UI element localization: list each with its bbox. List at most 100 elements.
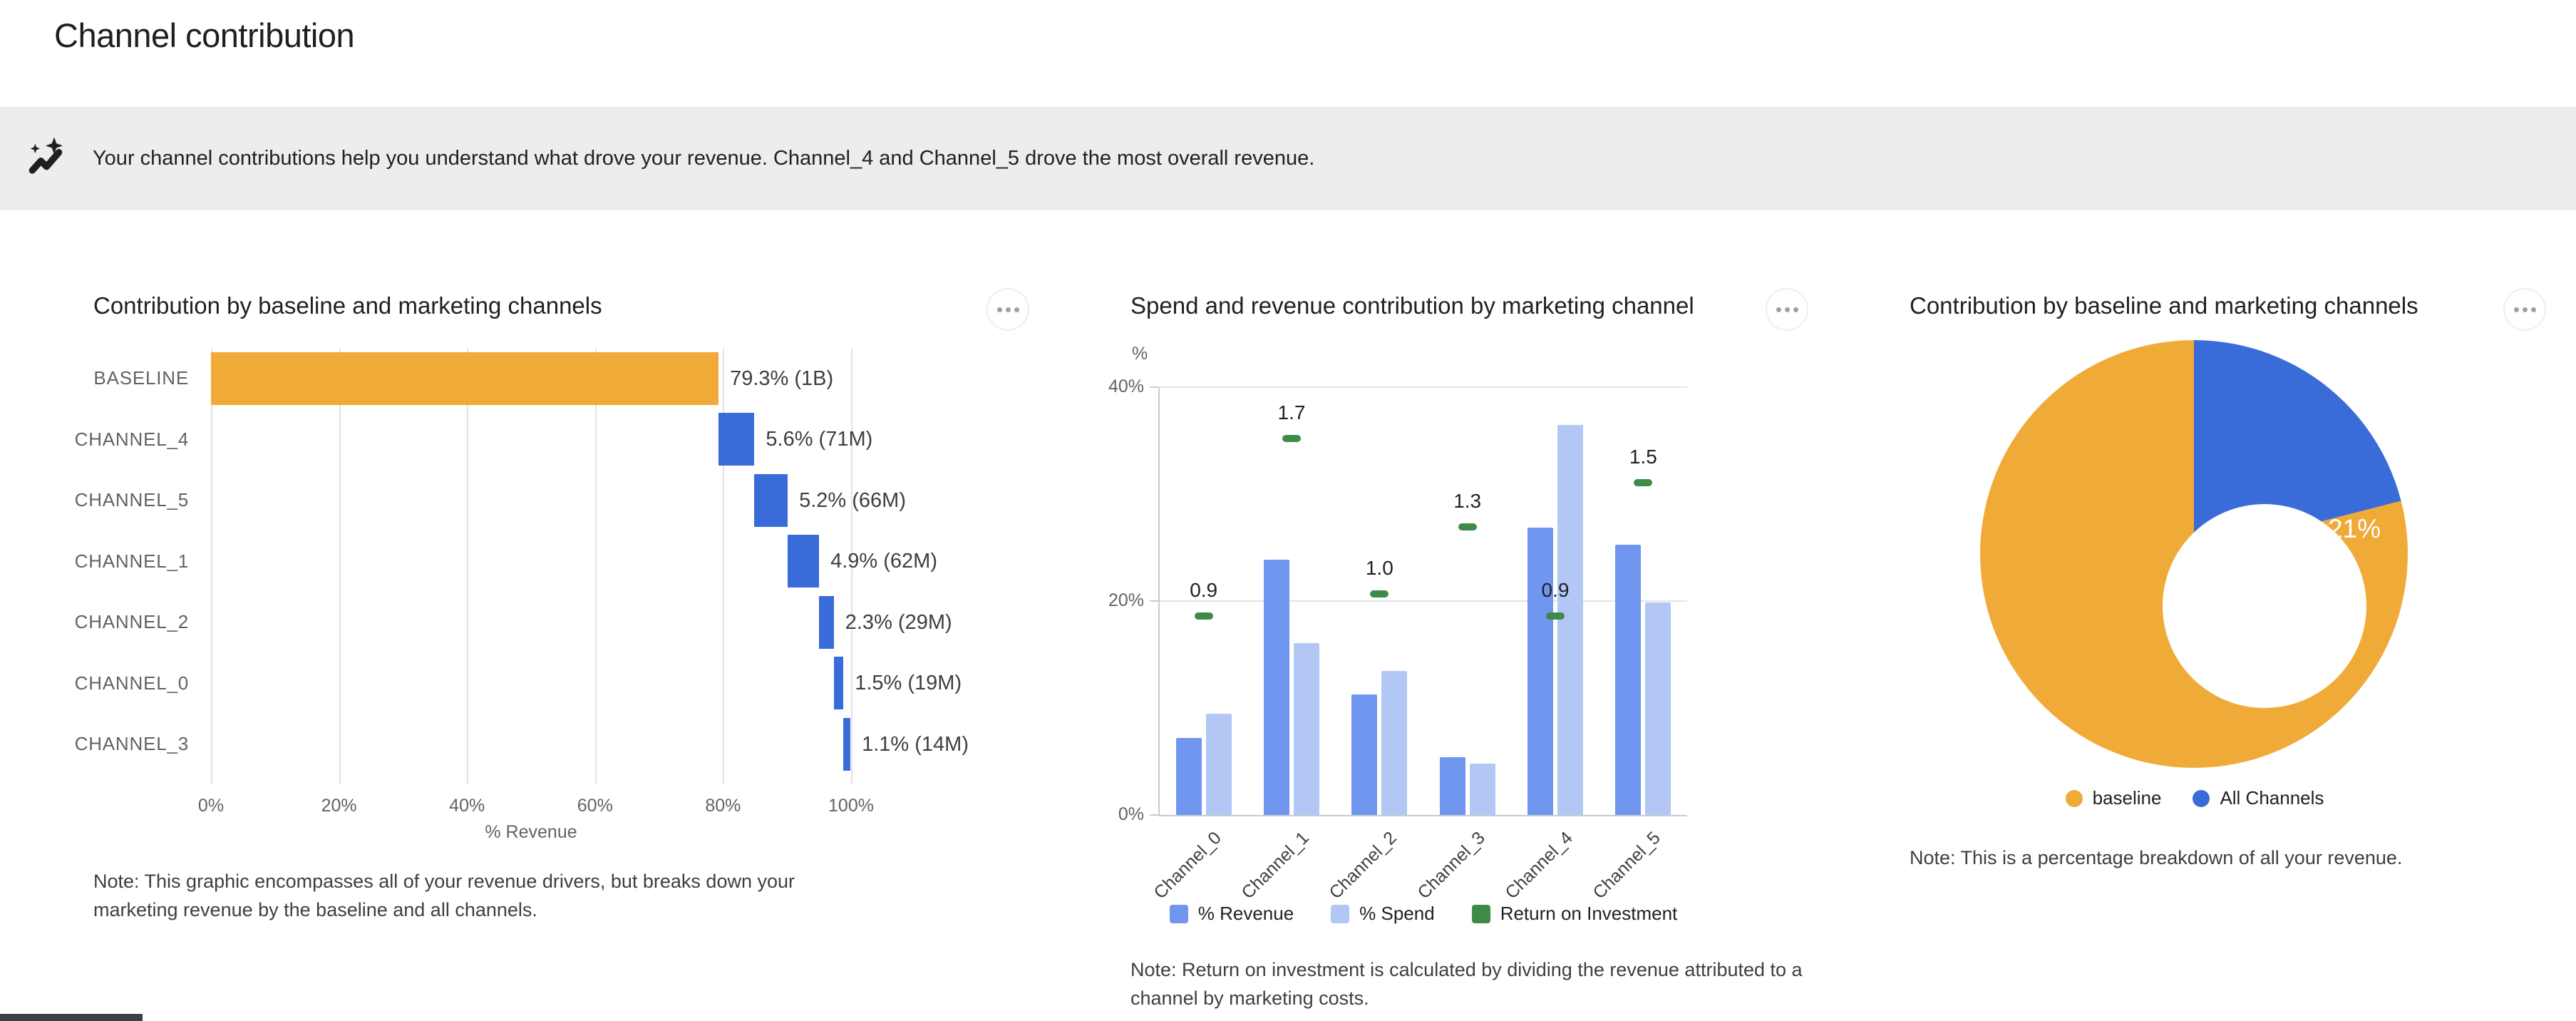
- roi-marker: [1282, 435, 1301, 443]
- waterfall-plot-area: 0% 20% 40% 60% 80% 100% 79.3% (1B) 5.6% (71M) 5.…: [198, 348, 969, 816]
- legend-swatch: [2065, 789, 2083, 807]
- gridline: [467, 348, 469, 784]
- x-axis-tick-label: 40%: [449, 796, 485, 816]
- insight-banner: Your channel contributions help you unde…: [0, 107, 2576, 210]
- y-axis-tick: [1150, 814, 1158, 816]
- y-axis-tick-label: 40%: [1108, 376, 1144, 396]
- roi-marker: [1634, 479, 1653, 487]
- waterfall-bar: [718, 413, 755, 466]
- y-axis-tick-label: 20%: [1108, 590, 1144, 610]
- waterfall-bar: [788, 535, 820, 588]
- y-axis-tick: [1150, 600, 1158, 602]
- waterfall-bar-value: 4.9% (62M): [830, 550, 937, 573]
- waterfall-x-axis-title: % Revenue: [485, 822, 577, 842]
- legend-swatch: [2193, 789, 2210, 807]
- gridline: [211, 348, 212, 784]
- waterfall-bar-value: 1.1% (14M): [862, 732, 969, 756]
- roi-value-label: 0.9: [1190, 578, 1218, 601]
- legend-item: All Channels: [2193, 787, 2324, 809]
- gridline: [594, 348, 597, 784]
- waterfall-bar: [754, 473, 788, 527]
- x-axis-tick-label: 100%: [828, 796, 874, 816]
- spend-bar: [1381, 670, 1408, 815]
- y-axis-tick: [1150, 386, 1158, 388]
- revenue-bar: [1351, 694, 1378, 815]
- waterfall-bar-value: 1.5% (19M): [855, 672, 962, 695]
- waterfall-chart-title: Contribution by baseline and marketing c…: [93, 292, 602, 319]
- legend-label: All Channels: [2220, 787, 2324, 809]
- waterfall-bar-value: 5.6% (71M): [766, 428, 873, 451]
- legend-label: % Revenue: [1197, 903, 1294, 924]
- revenue-bar: [1439, 757, 1465, 815]
- revenue-bar: [1527, 527, 1553, 815]
- insights-icon: [29, 136, 63, 174]
- waterfall-category-label: CHANNEL_3: [74, 733, 189, 755]
- x-axis-tick-label: 60%: [577, 796, 613, 816]
- donut-hole: [2163, 504, 2366, 708]
- waterfall-category-labels: BASELINE CHANNEL_4 CHANNEL_5 CHANNEL_1 CHANN…: [74, 348, 189, 775]
- spend-bar: [1205, 713, 1232, 815]
- roi-marker: [1546, 612, 1565, 620]
- more-options-button[interactable]: [1766, 288, 1808, 331]
- roi-marker: [1370, 590, 1389, 597]
- waterfall-bar: [211, 352, 719, 405]
- y-axis-tick-label: 0%: [1118, 804, 1144, 824]
- donut-chart: 21% 79%: [1980, 340, 2408, 801]
- grouped-bar-plot-area: 0% 20% 40% 0.9 Channel_0 1.7 Channel_1 1.0 Chann…: [1108, 376, 1687, 903]
- legend-label: % Spend: [1359, 903, 1435, 924]
- spend-bar: [1294, 642, 1319, 815]
- legend-label: baseline: [2092, 787, 2162, 809]
- x-axis-tick-label: 20%: [321, 796, 357, 816]
- gridline: [723, 348, 725, 784]
- gridline: [1160, 386, 1687, 388]
- waterfall-chart-card: Contribution by baseline and marketing c…: [74, 288, 1091, 1008]
- x-axis-tick-label: 0%: [197, 796, 225, 816]
- legend-swatch: [1169, 904, 1188, 923]
- more-options-button[interactable]: [2503, 288, 2546, 331]
- donut-note: Note: This is a percentage breakdown of …: [1910, 847, 2403, 868]
- legend-item: % Spend: [1331, 903, 1435, 925]
- waterfall-note: Note: This graphic encompasses all of yo…: [93, 871, 795, 920]
- waterfall-bar: [843, 717, 851, 771]
- legend-item: % Revenue: [1169, 903, 1294, 925]
- spend-revenue-chart-card: Spend and revenue contribution by market…: [1108, 288, 1822, 1009]
- waterfall-category-label: CHANNEL_4: [74, 428, 189, 450]
- waterfall-bar-value: 2.3% (29M): [845, 610, 952, 634]
- donut-legend: baseline All Channels: [1910, 787, 2480, 809]
- donut-chart-title: Contribution by baseline and marketing c…: [1910, 292, 2418, 319]
- waterfall-category-label: CHANNEL_1: [74, 550, 189, 572]
- waterfall-bar: [819, 595, 834, 649]
- donut-chart-card: Contribution by baseline and marketing c…: [1910, 288, 2565, 1008]
- gridline: [851, 348, 852, 784]
- waterfall-category-label: CHANNEL_5: [74, 489, 189, 511]
- waterfall-category-label: BASELINE: [93, 367, 189, 389]
- roi-value-label: 1.7: [1277, 401, 1306, 424]
- page-title: Channel contribution: [54, 16, 355, 54]
- donut-slice-label-baseline: 79%: [2142, 772, 2196, 801]
- gridline: [1160, 600, 1687, 602]
- three-dot-menu-icon: [996, 307, 1002, 312]
- spend-revenue-note: Note: Return on investment is calculated…: [1130, 959, 1803, 1009]
- roi-marker: [1458, 523, 1477, 531]
- revenue-bar: [1264, 559, 1289, 815]
- x-axis-line: [1160, 815, 1687, 816]
- waterfall-bar-value: 79.3% (1B): [730, 366, 834, 390]
- legend-swatch: [1331, 904, 1350, 923]
- x-axis-tick-label: 80%: [705, 796, 741, 816]
- legend-label: Return on Investment: [1500, 903, 1678, 924]
- waterfall-category-label: CHANNEL_2: [74, 611, 189, 633]
- roi-value-label: 1.5: [1629, 446, 1657, 468]
- spend-bar: [1557, 424, 1583, 815]
- gridline: [339, 348, 341, 784]
- revenue-bar: [1175, 738, 1202, 815]
- spend-bar: [1645, 602, 1671, 815]
- spend-bar: [1469, 764, 1495, 815]
- waterfall-bar-value: 5.2% (66M): [799, 488, 906, 512]
- roi-marker: [1194, 612, 1213, 620]
- y-axis-unit-label: %: [1132, 344, 1148, 364]
- y-axis-line: [1158, 387, 1160, 816]
- insight-text: Your channel contributions help you unde…: [93, 147, 1315, 170]
- more-options-button[interactable]: [986, 288, 1029, 331]
- roi-value-label: 0.9: [1541, 578, 1570, 601]
- roi-value-label: 1.3: [1453, 490, 1482, 513]
